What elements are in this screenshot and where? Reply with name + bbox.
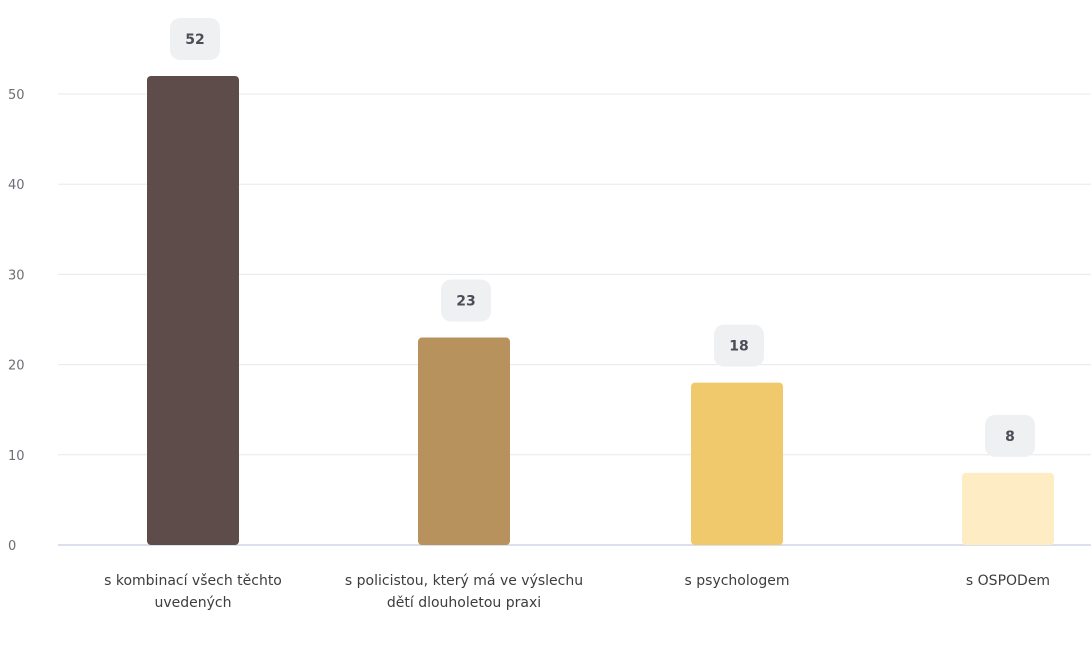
data-label-badge	[714, 324, 764, 367]
data-labels: 52 23 18 8	[170, 17, 1035, 457]
bar[interactable]	[147, 75, 239, 546]
x-tick-label: s policistou, který má ve výslechu dětí …	[344, 573, 584, 611]
y-tick-label: 40	[8, 178, 25, 193]
y-tick-label: 10	[8, 449, 25, 464]
data-label-badge	[441, 279, 491, 322]
data-label-badge	[985, 414, 1035, 457]
data-label: 8	[1005, 429, 1015, 445]
data-label: 23	[456, 294, 475, 310]
y-axis-ticks: 0 10 20 30 40 50	[8, 88, 25, 554]
y-tick-label: 20	[8, 359, 25, 374]
y-tick-label: 50	[8, 88, 25, 103]
bars	[147, 75, 1054, 546]
data-label: 52	[185, 32, 204, 48]
y-tick-label: 30	[8, 268, 25, 283]
data-label: 18	[729, 339, 748, 355]
data-label-badge	[170, 17, 220, 60]
x-tick-label: s psychologem	[684, 573, 790, 589]
bar[interactable]	[691, 382, 783, 545]
y-tick-label: 0	[8, 539, 16, 554]
bar[interactable]	[418, 337, 510, 545]
bar[interactable]	[962, 472, 1054, 545]
x-tick-label: s OSPODem	[965, 573, 1051, 589]
x-tick-label: s kombinací všech těchto uvedených	[104, 573, 282, 611]
